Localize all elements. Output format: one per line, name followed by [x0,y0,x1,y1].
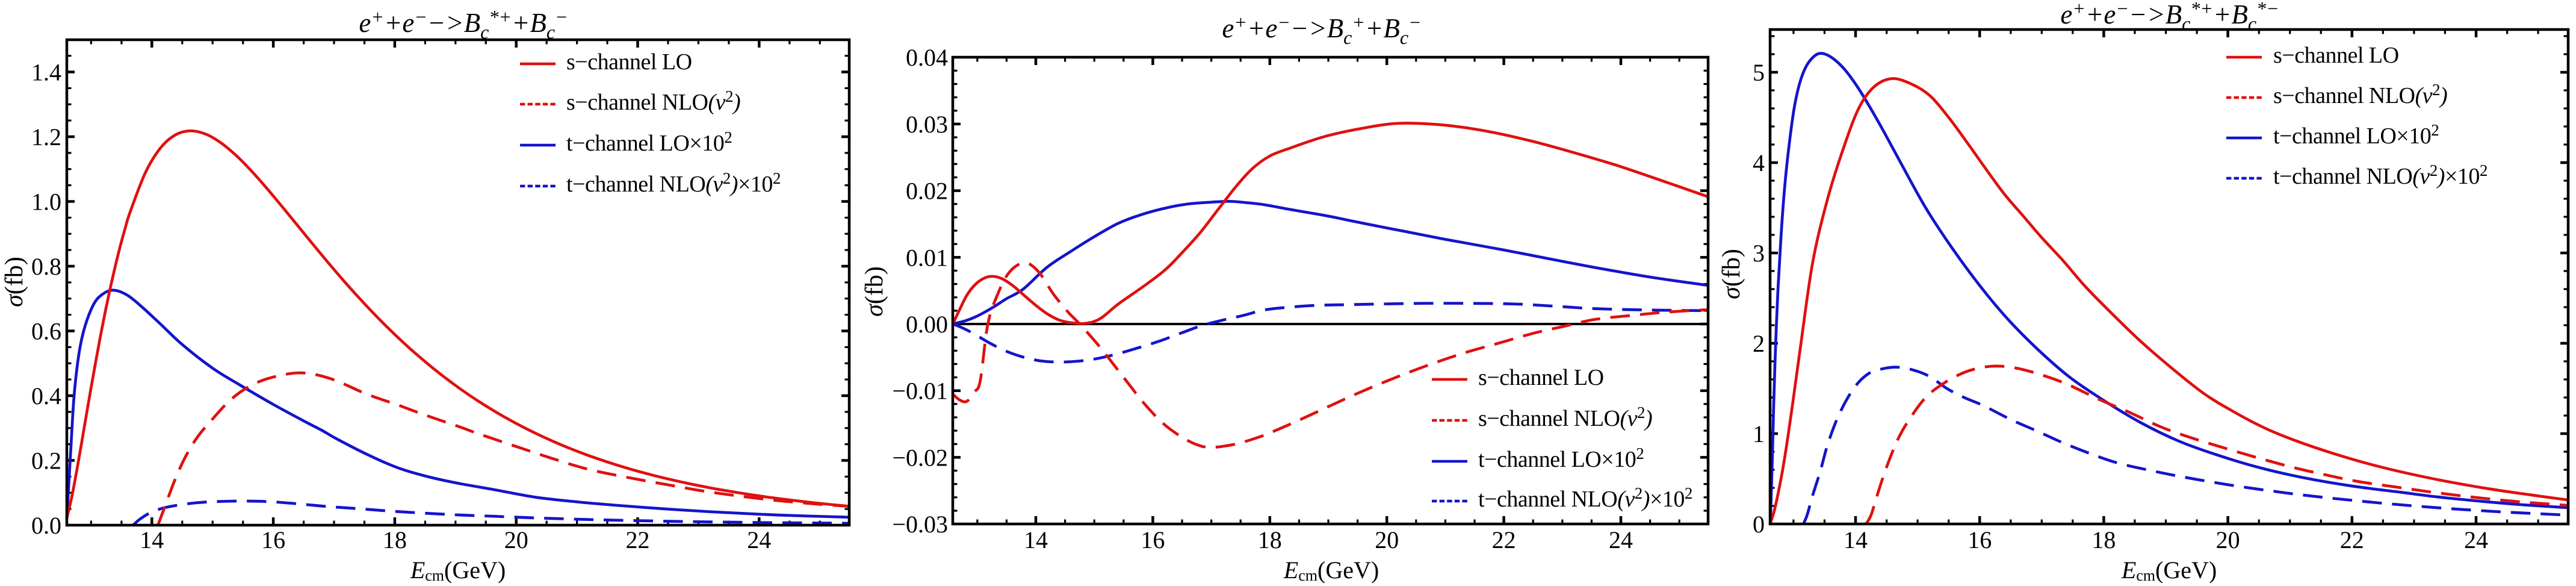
svg-text:1.0: 1.0 [31,189,61,216]
svg-text:24: 24 [1609,526,1633,553]
svg-text:e++e−−>Bc++Bc−: e++e−−>Bc++Bc− [1222,11,1421,48]
svg-text:20: 20 [504,526,528,553]
svg-text:s−channel LO: s−channel LO [566,49,692,75]
svg-text:0.03: 0.03 [906,111,948,138]
svg-text:16: 16 [1968,526,1992,553]
svg-text:−0.02: −0.02 [892,444,948,471]
svg-text:Ecm(GeV): Ecm(GeV) [2121,556,2217,583]
svg-text:5: 5 [1753,59,1765,86]
svg-text:s−channel NLO(v2): s−channel NLO(v2) [2273,81,2447,108]
svg-text:σ(fb): σ(fb) [1,257,28,307]
svg-text:0.01: 0.01 [906,244,948,271]
svg-text:0.8: 0.8 [31,253,61,280]
svg-text:0.02: 0.02 [906,178,948,205]
svg-text:σ(fb): σ(fb) [1718,249,1745,299]
svg-text:s−channel LO: s−channel LO [1478,365,1604,390]
svg-text:0.04: 0.04 [906,44,948,71]
svg-text:18: 18 [1258,526,1282,553]
svg-text:14: 14 [1024,526,1048,553]
svg-text:s−channel NLO(v2): s−channel NLO(v2) [566,87,740,115]
svg-text:s−channel NLO(v2): s−channel NLO(v2) [1478,404,1652,431]
svg-text:14: 14 [1844,526,1868,553]
svg-text:Ecm(GeV): Ecm(GeV) [1283,556,1379,583]
svg-text:−0.03: −0.03 [892,511,948,538]
svg-text:e++e−−>Bc*++Bc*−: e++e−−>Bc*++Bc*− [2060,0,2279,34]
svg-text:24: 24 [2464,526,2488,553]
svg-text:1: 1 [1753,420,1765,447]
svg-text:σ(fb): σ(fb) [861,266,888,317]
svg-text:0.4: 0.4 [31,382,61,410]
svg-text:t−channel NLO(v2)×102: t−channel NLO(v2)×102 [2273,161,2488,189]
svg-text:18: 18 [383,526,407,553]
svg-text:14: 14 [140,526,164,553]
svg-text:22: 22 [1492,526,1516,553]
svg-text:t−channel NLO(v2)×102: t−channel NLO(v2)×102 [1478,484,1692,512]
svg-text:20: 20 [2216,526,2240,553]
svg-text:1.2: 1.2 [31,123,61,151]
svg-text:0.2: 0.2 [31,447,61,475]
svg-text:4: 4 [1753,149,1765,176]
svg-text:0: 0 [1753,511,1765,538]
svg-text:−0.01: −0.01 [892,378,948,405]
svg-text:Ecm(GeV): Ecm(GeV) [410,556,506,583]
svg-text:0.6: 0.6 [31,318,61,345]
svg-text:24: 24 [747,526,771,553]
svg-text:2: 2 [1753,330,1765,357]
svg-text:1.4: 1.4 [31,59,61,86]
svg-text:22: 22 [626,526,650,553]
svg-text:20: 20 [1375,526,1399,553]
svg-text:s−channel LO: s−channel LO [2273,43,2399,68]
svg-text:16: 16 [261,526,285,553]
svg-text:t−channel LO×102: t−channel LO×102 [2273,121,2439,149]
svg-text:e++e−−>Bc*++Bc−: e++e−−>Bc*++Bc− [359,6,568,43]
svg-text:t−channel NLO(v2)×102: t−channel NLO(v2)×102 [566,169,781,197]
svg-text:0.0: 0.0 [31,512,61,539]
svg-text:t−channel LO×102: t−channel LO×102 [1478,444,1644,472]
svg-text:16: 16 [1141,526,1165,553]
svg-text:t−channel LO×102: t−channel LO×102 [566,128,732,156]
svg-text:18: 18 [2091,526,2116,553]
svg-text:22: 22 [2340,526,2364,553]
svg-text:0.00: 0.00 [906,311,948,338]
svg-text:3: 3 [1753,240,1765,267]
